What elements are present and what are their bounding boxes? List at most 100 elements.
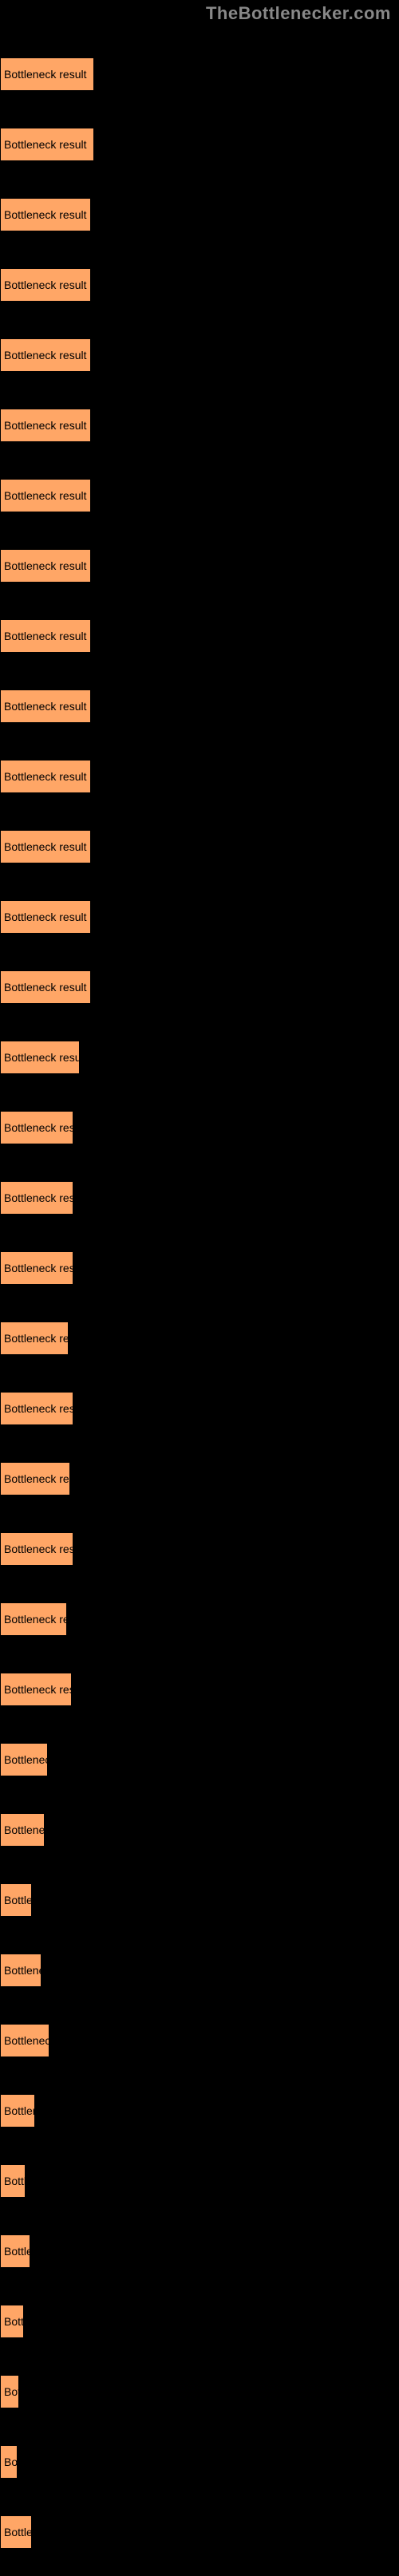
chart-row: Bottleneck result — [0, 453, 399, 523]
bar: Bottleneck result — [0, 479, 91, 512]
chart-row: Bottleneck result — [0, 32, 399, 102]
chart-row: Bottleneck result — [0, 1296, 399, 1366]
chart-row: Bottleneck result — [0, 1928, 399, 1998]
chart-row: Bottleneck result — [0, 1577, 399, 1647]
bar-label: Bottleneck result — [1, 2455, 17, 2468]
bar: Bottleneck result — [0, 1322, 69, 1355]
bar-label: Bottleneck result — [1, 138, 87, 151]
bar: Bottleneck result — [0, 1602, 67, 1636]
bar: Bottleneck result — [0, 1673, 72, 1706]
chart-row: Bottleneck result — [0, 313, 399, 383]
bar-label: Bottleneck result — [1, 1613, 66, 1626]
bar: Bottleneck result — [0, 1111, 73, 1144]
bar-label: Bottleneck result — [1, 2175, 25, 2187]
chart-row: Bottleneck result — [0, 1998, 399, 2068]
bar-label: Bottleneck result — [1, 840, 87, 853]
chart-row: Bottleneck result — [0, 383, 399, 453]
bar-label: Bottleneck result — [1, 279, 87, 291]
chart-row: Bottleneck result — [0, 875, 399, 945]
bar-label: Bottleneck result — [1, 2034, 49, 2047]
bar-label: Bottleneck result — [1, 981, 87, 994]
bar-label: Bottleneck result — [1, 2245, 30, 2258]
bar: Bottleneck result — [0, 409, 91, 442]
chart-row: Bottleneck result — [0, 102, 399, 172]
bar: Bottleneck result — [0, 2515, 32, 2549]
bar-label: Bottleneck result — [1, 1051, 79, 1064]
bar: Bottleneck result — [0, 1883, 32, 1917]
bar: Bottleneck result — [0, 2234, 30, 2268]
bar-label: Bottleneck result — [1, 1262, 73, 1274]
chart-row: Bottleneck result — [0, 2279, 399, 2349]
bar: Bottleneck result — [0, 2024, 49, 2057]
bar-label: Bottleneck result — [1, 1402, 73, 1415]
bar-label: Bottleneck result — [1, 1753, 47, 1766]
bar-label: Bottleneck result — [1, 1894, 31, 1906]
bar: Bottleneck result — [0, 900, 91, 934]
chart-row: Bottleneck result — [0, 2420, 399, 2490]
chart-row: Bottleneck result — [0, 2139, 399, 2209]
chart-row: Bottleneck result — [0, 1015, 399, 1085]
bar: Bottleneck result — [0, 1532, 73, 1566]
bar: Bottleneck result — [0, 57, 94, 91]
bar-label: Bottleneck result — [1, 1543, 73, 1555]
bar-label: Bottleneck result — [1, 1472, 69, 1485]
bar-label: Bottleneck result — [1, 419, 87, 432]
chart-row: Bottleneck result — [0, 1085, 399, 1156]
bar-label: Bottleneck result — [1, 208, 87, 221]
chart-row: Bottleneck result — [0, 1788, 399, 1858]
bar: Bottleneck result — [0, 970, 91, 1004]
bar-label: Bottleneck result — [1, 559, 87, 572]
bar: Bottleneck result — [0, 1251, 73, 1285]
chart-row: Bottleneck result — [0, 594, 399, 664]
bar: Bottleneck result — [0, 2445, 18, 2479]
bar: Bottleneck result — [0, 2305, 24, 2338]
chart-row: Bottleneck result — [0, 1156, 399, 1226]
bar: Bottleneck result — [0, 1462, 70, 1495]
bar-label: Bottleneck result — [1, 1121, 73, 1134]
bar: Bottleneck result — [0, 1954, 41, 1987]
chart-row: Bottleneck result — [0, 1717, 399, 1788]
chart-row: Bottleneck result — [0, 1436, 399, 1507]
bar: Bottleneck result — [0, 1392, 73, 1425]
chart-row: Bottleneck result — [0, 734, 399, 804]
chart-row: Bottleneck result — [0, 1366, 399, 1436]
bar: Bottleneck result — [0, 1743, 48, 1776]
bottleneck-bar-chart: Bottleneck result Bottleneck result Bottle… — [0, 0, 399, 2576]
bar: Bottleneck result — [0, 198, 91, 231]
bar-label: Bottleneck result — [1, 1683, 71, 1696]
chart-row: Bottleneck result — [0, 1858, 399, 1928]
chart-row: Bottleneck result — [0, 172, 399, 243]
chart-row: Bottleneck result — [0, 804, 399, 875]
bar: Bottleneck result — [0, 2375, 19, 2408]
bar-label: Bottleneck result — [1, 911, 87, 923]
chart-row: Bottleneck result — [0, 2068, 399, 2139]
bar-label: Bottleneck result — [1, 2315, 23, 2328]
bar: Bottleneck result — [0, 760, 91, 793]
bar: Bottleneck result — [0, 830, 91, 863]
bar-end-tick — [94, 126, 95, 163]
bar-label: Bottleneck result — [1, 1332, 68, 1345]
bar: Bottleneck result — [0, 689, 91, 723]
bar: Bottleneck result — [0, 268, 91, 302]
chart-row: Bottleneck result — [0, 2349, 399, 2420]
bar: Bottleneck result — [0, 338, 91, 372]
bar: Bottleneck result — [0, 619, 91, 653]
chart-row: Bottleneck result — [0, 945, 399, 1015]
bar-label: Bottleneck result — [1, 770, 87, 783]
bar: Bottleneck result — [0, 549, 91, 583]
bar-label: Bottleneck result — [1, 700, 87, 713]
bar-label: Bottleneck result — [1, 630, 87, 642]
chart-row: Bottleneck result — [0, 523, 399, 594]
chart-row: Bottleneck result — [0, 2209, 399, 2279]
bar-label: Bottleneck result — [1, 1191, 73, 1204]
bar: Bottleneck result — [0, 2164, 26, 2198]
chart-row: Bottleneck result — [0, 1647, 399, 1717]
bar: Bottleneck result — [0, 1181, 73, 1215]
chart-row: Bottleneck result — [0, 1507, 399, 1577]
bar-label: Bottleneck result — [1, 349, 87, 362]
chart-row: Bottleneck result — [0, 664, 399, 734]
chart-row: Bottleneck result — [0, 2490, 399, 2560]
bar-end-tick — [94, 56, 95, 93]
bar-label: Bottleneck result — [1, 2385, 18, 2398]
chart-row: Bottleneck result — [0, 243, 399, 313]
